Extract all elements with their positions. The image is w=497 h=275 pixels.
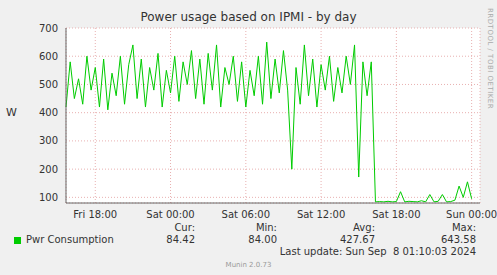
html-text:W: W [6,106,17,119]
svg-text:100: 100 [39,192,58,203]
svg-text:500: 500 [39,79,58,90]
svg-text:Sat 00:00: Sat 00:00 [146,209,194,220]
svg-text:200: 200 [39,164,58,175]
html-text:Power usage based on IPMI - by: Power usage based on IPMI - by day [140,10,357,24]
html-text:RRDTOOL / TOBI OETIKER: RRDTOOL / TOBI OETIKER [486,8,494,110]
svg-text:400: 400 [39,107,58,118]
svg-text:Fri 18:00: Fri 18:00 [73,209,117,220]
html-text:Pwr Consumption: Pwr Consumption [26,234,114,245]
html-text:427.67: 427.67 [340,234,375,245]
svg-text:Sat 18:00: Sat 18:00 [372,209,420,220]
html-text:84.00: 84.00 [248,234,277,245]
svg-text:Sat 12:00: Sat 12:00 [297,209,345,220]
html-text:Max:: Max: [452,222,476,233]
svg-text:300: 300 [39,135,58,146]
html-text:Last update: Sun Sep 8 01:10:0: Last update: Sun Sep 8 01:10:03 2024 [279,246,476,257]
svg-text:700: 700 [39,23,58,34]
html-text:Min:: Min: [255,222,277,233]
svg-text:600: 600 [39,51,58,62]
html-text:Munin 2.0.73: Munin 2.0.73 [225,261,272,269]
html-text:84.42: 84.42 [166,234,195,245]
html-text:643.58: 643.58 [441,234,476,245]
svg-text:Sat 06:00: Sat 06:00 [222,209,270,220]
html-text:Cur:: Cur: [174,222,195,233]
html-text:Avg:: Avg: [353,222,375,233]
svg-text:Sun 00:00: Sun 00:00 [446,209,489,220]
